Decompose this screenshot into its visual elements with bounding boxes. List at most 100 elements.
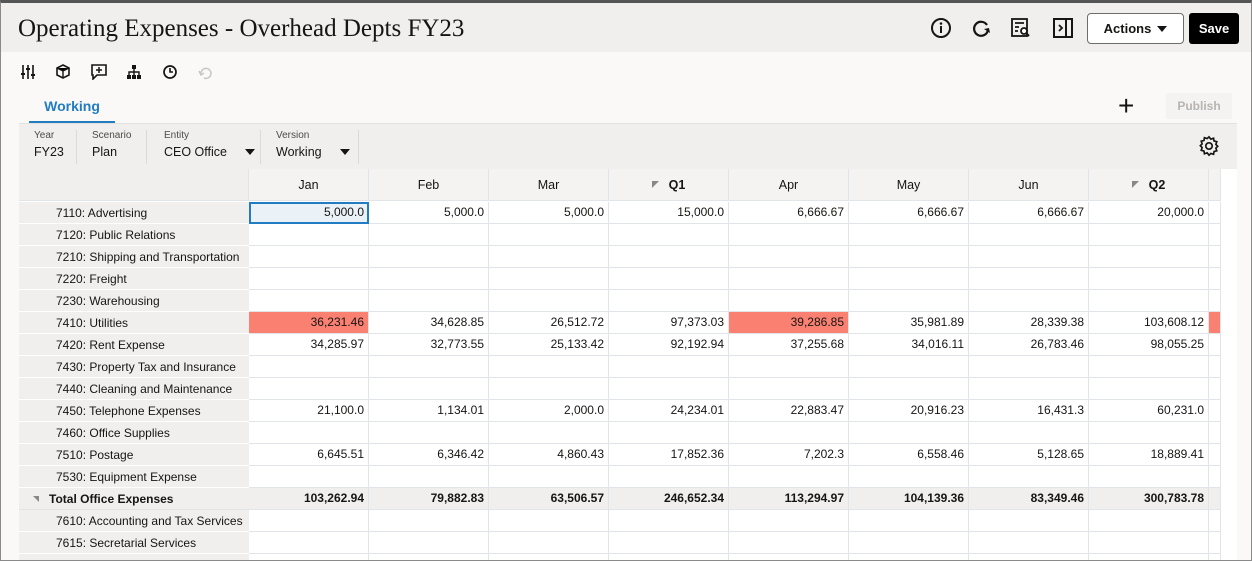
grid-cell[interactable] [849, 268, 969, 290]
grid-cell[interactable]: 103,262.94 [249, 488, 369, 510]
grid-cell[interactable] [369, 356, 489, 378]
grid-cell[interactable] [369, 224, 489, 246]
refresh-icon[interactable] [969, 16, 993, 40]
grid-cell[interactable] [369, 378, 489, 400]
grid-cell[interactable] [489, 510, 609, 532]
grid-cell[interactable] [969, 246, 1089, 268]
grid-cell[interactable]: 2,000.0 [489, 400, 609, 422]
grid-cell-extra[interactable] [1209, 510, 1221, 532]
grid-cell[interactable]: 6,346.42 [369, 444, 489, 466]
grid-cell[interactable] [489, 224, 609, 246]
grid-cell[interactable] [609, 290, 729, 312]
grid-cell[interactable]: 79,882.83 [369, 488, 489, 510]
grid-cell[interactable] [729, 356, 849, 378]
grid-cell[interactable] [729, 554, 849, 560]
grid-cell-extra[interactable] [1209, 378, 1221, 400]
grid-cell[interactable]: 28,339.38 [969, 312, 1089, 334]
info-icon[interactable] [929, 16, 953, 40]
tab-working[interactable]: Working [29, 95, 115, 123]
grid-cell[interactable] [969, 378, 1089, 400]
grid-cell[interactable] [489, 268, 609, 290]
save-button[interactable]: Save [1189, 13, 1239, 44]
grid-cell[interactable] [729, 466, 849, 488]
grid-cell-extra[interactable] [1209, 246, 1221, 268]
grid-cell[interactable] [849, 290, 969, 312]
grid-cell[interactable] [969, 532, 1089, 554]
grid-cell[interactable] [369, 290, 489, 312]
add-icon[interactable]: + [1118, 90, 1135, 121]
grid-cell[interactable] [489, 532, 609, 554]
grid-cell[interactable]: 6,666.67 [729, 202, 849, 224]
column-header[interactable]: Q1 [609, 169, 729, 201]
grid-cell[interactable] [849, 356, 969, 378]
grid-cell[interactable]: 22,883.47 [729, 400, 849, 422]
grid-cell[interactable]: 17,852.36 [609, 444, 729, 466]
grid-cell[interactable] [249, 224, 369, 246]
grid-cell[interactable]: 246,652.34 [609, 488, 729, 510]
grid-cell[interactable] [849, 378, 969, 400]
adjust-icon[interactable] [19, 63, 37, 81]
grid-cell[interactable]: 103,608.12 [1089, 312, 1209, 334]
grid-cell[interactable] [729, 246, 849, 268]
history-icon[interactable] [161, 63, 179, 81]
grid-cell[interactable]: 1,134.01 [369, 400, 489, 422]
grid-cell-extra[interactable] [1209, 444, 1221, 466]
grid-cell-extra[interactable] [1209, 466, 1221, 488]
inspect-icon[interactable] [1009, 16, 1033, 40]
grid-cell[interactable]: 37,255.68 [729, 334, 849, 356]
grid-cell[interactable] [249, 510, 369, 532]
grid-cell[interactable] [1089, 356, 1209, 378]
grid-cell[interactable]: 5,000.0 [489, 202, 609, 224]
grid-cell[interactable]: 113,294.97 [729, 488, 849, 510]
grid-cell-extra[interactable] [1209, 400, 1221, 422]
gear-icon[interactable] [1198, 135, 1220, 162]
grid-cell[interactable] [249, 554, 369, 560]
grid-cell[interactable] [369, 510, 489, 532]
grid-cell[interactable] [249, 466, 369, 488]
grid-cell[interactable] [729, 510, 849, 532]
grid-cell[interactable]: 104,139.36 [849, 488, 969, 510]
grid-cell-extra[interactable] [1209, 268, 1221, 290]
panel-toggle-icon[interactable] [1051, 16, 1075, 40]
pov-scenario[interactable]: Scenario Plan [77, 130, 147, 164]
grid-cell-extra[interactable] [1209, 312, 1221, 334]
grid-cell[interactable] [849, 532, 969, 554]
hierarchy-icon[interactable] [125, 63, 143, 81]
grid-cell[interactable]: 6,666.67 [969, 202, 1089, 224]
grid-cell[interactable] [1089, 290, 1209, 312]
grid-cell[interactable] [1089, 554, 1209, 560]
grid-cell[interactable] [609, 224, 729, 246]
grid-cell[interactable] [249, 268, 369, 290]
grid-cell[interactable]: 34,285.97 [249, 334, 369, 356]
grid-cell[interactable] [609, 378, 729, 400]
grid-cell[interactable] [249, 290, 369, 312]
grid-cell[interactable] [969, 290, 1089, 312]
grid-cell[interactable] [609, 246, 729, 268]
grid-cell[interactable]: 6,558.46 [849, 444, 969, 466]
grid-cell[interactable] [969, 466, 1089, 488]
grid-cell[interactable]: 20,916.23 [849, 400, 969, 422]
grid-cell[interactable] [609, 422, 729, 444]
pov-version-dropdown[interactable]: Version Working [261, 130, 359, 164]
grid-cell[interactable] [849, 422, 969, 444]
grid-cell[interactable] [609, 356, 729, 378]
grid-cell[interactable] [609, 554, 729, 560]
grid-cell[interactable]: 15,000.0 [609, 202, 729, 224]
grid-cell[interactable]: 6,666.67 [849, 202, 969, 224]
grid-cell[interactable] [1089, 466, 1209, 488]
pov-entity-dropdown[interactable]: Entity CEO Office [149, 130, 261, 164]
grid-cell[interactable] [1089, 510, 1209, 532]
comment-icon[interactable] [90, 63, 108, 81]
grid-cell[interactable] [249, 356, 369, 378]
grid-cell-extra[interactable] [1209, 334, 1221, 356]
grid-cell[interactable] [729, 532, 849, 554]
grid-cell[interactable] [969, 422, 1089, 444]
grid-cell[interactable] [369, 246, 489, 268]
grid-cell[interactable] [849, 466, 969, 488]
grid-cell[interactable] [369, 532, 489, 554]
grid-cell[interactable] [609, 466, 729, 488]
collapse-icon[interactable] [33, 495, 39, 502]
grid-cell[interactable]: 5,000.0 [249, 202, 369, 224]
grid-cell[interactable] [489, 290, 609, 312]
grid-cell[interactable] [849, 554, 969, 560]
